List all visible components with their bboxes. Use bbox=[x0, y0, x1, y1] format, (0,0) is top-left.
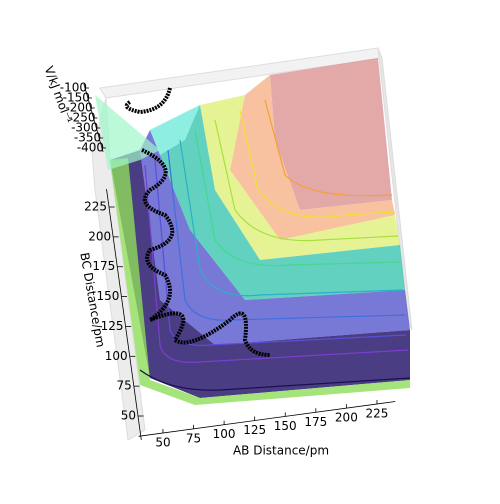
contour-line bbox=[264, 99, 393, 197]
x-axis-line bbox=[138, 401, 396, 437]
contour-line bbox=[239, 109, 396, 218]
trajectory bbox=[124, 87, 271, 357]
y-tick-label: 175 bbox=[92, 259, 115, 273]
contour-line bbox=[139, 369, 411, 391]
x-tick-label: 50 bbox=[155, 435, 170, 449]
surface-high bbox=[270, 58, 392, 210]
y-tick-label: 150 bbox=[97, 289, 120, 303]
z-tick-label: -150 bbox=[63, 91, 90, 105]
z-tick-label: -100 bbox=[60, 81, 87, 95]
x-axis-label: AB Distance/pm bbox=[233, 444, 329, 458]
z-tick-label: -200 bbox=[65, 101, 92, 115]
z-tick-label: -300 bbox=[71, 121, 98, 135]
z-tick-label: -250 bbox=[68, 111, 95, 125]
contour-line bbox=[179, 139, 404, 297]
z-tick-label: -400 bbox=[77, 141, 104, 155]
contour-line bbox=[194, 129, 401, 267]
x-tick-label: 125 bbox=[243, 423, 266, 437]
x-tick-label: 175 bbox=[304, 415, 327, 429]
x-tick-label: 200 bbox=[335, 411, 358, 425]
left-pane bbox=[91, 97, 146, 441]
y-tick-label: 200 bbox=[88, 229, 111, 243]
surface-blue bbox=[140, 130, 410, 345]
y-tick-label: 75 bbox=[117, 379, 132, 393]
x-tick-label: 100 bbox=[213, 427, 236, 441]
surface-edge bbox=[150, 105, 200, 155]
y-tick-label: 225 bbox=[84, 200, 107, 214]
side-pane bbox=[377, 47, 413, 331]
surface-teal bbox=[150, 105, 405, 300]
x-tick-label: 225 bbox=[366, 406, 389, 420]
surface-low bbox=[110, 150, 410, 398]
x-tick-label: 150 bbox=[274, 419, 297, 433]
x-tick-label: 75 bbox=[186, 431, 201, 445]
contours bbox=[139, 99, 411, 391]
contour-line bbox=[144, 164, 409, 363]
z-tick-label: -350 bbox=[74, 131, 101, 145]
contour-line bbox=[214, 119, 399, 242]
y-tick-label: 100 bbox=[105, 349, 128, 363]
surface-yellow bbox=[200, 95, 400, 260]
surface-orange bbox=[230, 75, 395, 240]
y-axis-line bbox=[106, 189, 142, 440]
surface-rim bbox=[110, 158, 410, 405]
y-tick-label: 125 bbox=[101, 319, 124, 333]
y-tick-label: 50 bbox=[121, 409, 136, 423]
